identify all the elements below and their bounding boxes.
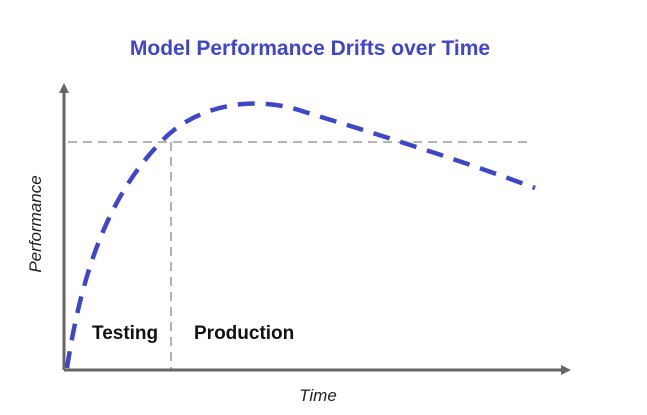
diagram-title: Model Performance Drifts over Time: [130, 37, 490, 60]
performance-curve: [64, 101, 536, 369]
x-axis-label: Time: [299, 386, 337, 405]
y-axis-label: Performance: [26, 175, 45, 272]
production-phase-label: Production: [194, 323, 294, 344]
testing-phase-label: Testing: [92, 323, 158, 344]
